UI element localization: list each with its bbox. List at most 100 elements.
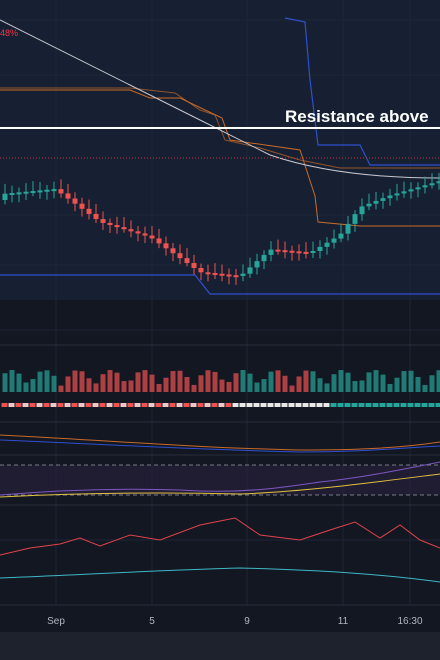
candle [387, 195, 393, 199]
volume-bar [163, 377, 169, 392]
strip-cell [407, 403, 414, 407]
candle [289, 250, 295, 253]
strip-cell [267, 403, 274, 407]
volume-bar [23, 382, 29, 392]
rsi [0, 461, 440, 496]
candle [345, 223, 351, 234]
strip-cell [309, 403, 316, 407]
candle [2, 193, 8, 200]
volume-bar [2, 373, 8, 392]
volume-bar [177, 370, 183, 392]
strip-cell [260, 403, 267, 407]
strip-cell [337, 403, 344, 407]
volume-bar [303, 370, 309, 392]
volume-bar [289, 385, 295, 392]
strip-cell [190, 403, 197, 407]
strip-cell [85, 403, 92, 407]
candle [226, 274, 232, 277]
candle [177, 253, 183, 259]
candle [135, 231, 141, 234]
candle [16, 192, 22, 195]
volume-bar [310, 371, 316, 392]
candle [86, 208, 92, 214]
volume-bar [114, 372, 120, 392]
candle [338, 233, 344, 239]
candle [303, 251, 309, 254]
volume-bar [422, 384, 428, 392]
candle [415, 187, 421, 190]
candle [93, 213, 99, 220]
strip-cell [372, 403, 379, 407]
strip-cell [295, 403, 302, 407]
candle [331, 238, 337, 243]
strip-cell [71, 403, 78, 407]
x-label: 16:30 [397, 616, 422, 627]
candle [394, 193, 400, 196]
strip-cell [246, 403, 253, 407]
candle [37, 190, 43, 193]
candle [191, 263, 197, 268]
candle [317, 246, 323, 252]
strip-cell [302, 403, 309, 407]
volume-bar [226, 381, 232, 392]
volume-bar [205, 370, 211, 392]
candle [170, 248, 176, 254]
volume-bar [149, 374, 155, 392]
candle [79, 203, 85, 209]
price-pane [0, 0, 440, 300]
volume-bar [219, 379, 225, 392]
candle [408, 189, 414, 192]
volume-bar [373, 370, 379, 392]
volume [2, 370, 440, 392]
volume-bar [212, 371, 218, 392]
candle [373, 200, 379, 204]
candle [184, 258, 190, 264]
strip-cell [120, 403, 127, 407]
channel-lower [0, 274, 440, 295]
strip-cell [22, 403, 29, 407]
candle [198, 267, 204, 273]
strip-cell [435, 403, 440, 407]
candle [9, 193, 15, 196]
volume-bar [247, 373, 253, 392]
candle [352, 214, 358, 224]
candle [296, 251, 302, 254]
candle [44, 189, 50, 192]
oscillator [0, 517, 440, 556]
volume-bar [37, 371, 43, 392]
volume-bar [9, 370, 15, 392]
x-label: Sep [47, 616, 65, 627]
oscillator-2 [0, 567, 440, 583]
candle [422, 185, 428, 188]
candle [114, 225, 120, 228]
candles [2, 172, 440, 285]
volume-bar [296, 376, 302, 392]
strip-cell [421, 403, 428, 407]
volume-bar [72, 370, 78, 392]
strip-cell [218, 403, 225, 407]
candle [401, 191, 407, 194]
strip-cell [253, 403, 260, 407]
strip-cell [50, 403, 57, 407]
volume-bar [415, 376, 421, 392]
candle [380, 198, 386, 201]
bottom-bar [0, 632, 440, 660]
volume-bar [16, 373, 22, 392]
strip-cell [232, 403, 239, 407]
volume-bar [359, 380, 365, 392]
volume-bar [184, 376, 190, 392]
strip-cell [323, 403, 330, 407]
strip-cell [1, 403, 8, 407]
volume-bar [338, 370, 344, 392]
volume-bar [58, 385, 64, 392]
strip-cell [288, 403, 295, 407]
pane-separators [0, 344, 440, 606]
volume-bar [387, 384, 393, 392]
annotation: Resistance above [285, 107, 429, 126]
x-label: 9 [244, 616, 250, 627]
candle [205, 272, 211, 275]
volume-bar [135, 372, 141, 392]
strip-cell [330, 403, 337, 407]
candle [30, 191, 36, 194]
